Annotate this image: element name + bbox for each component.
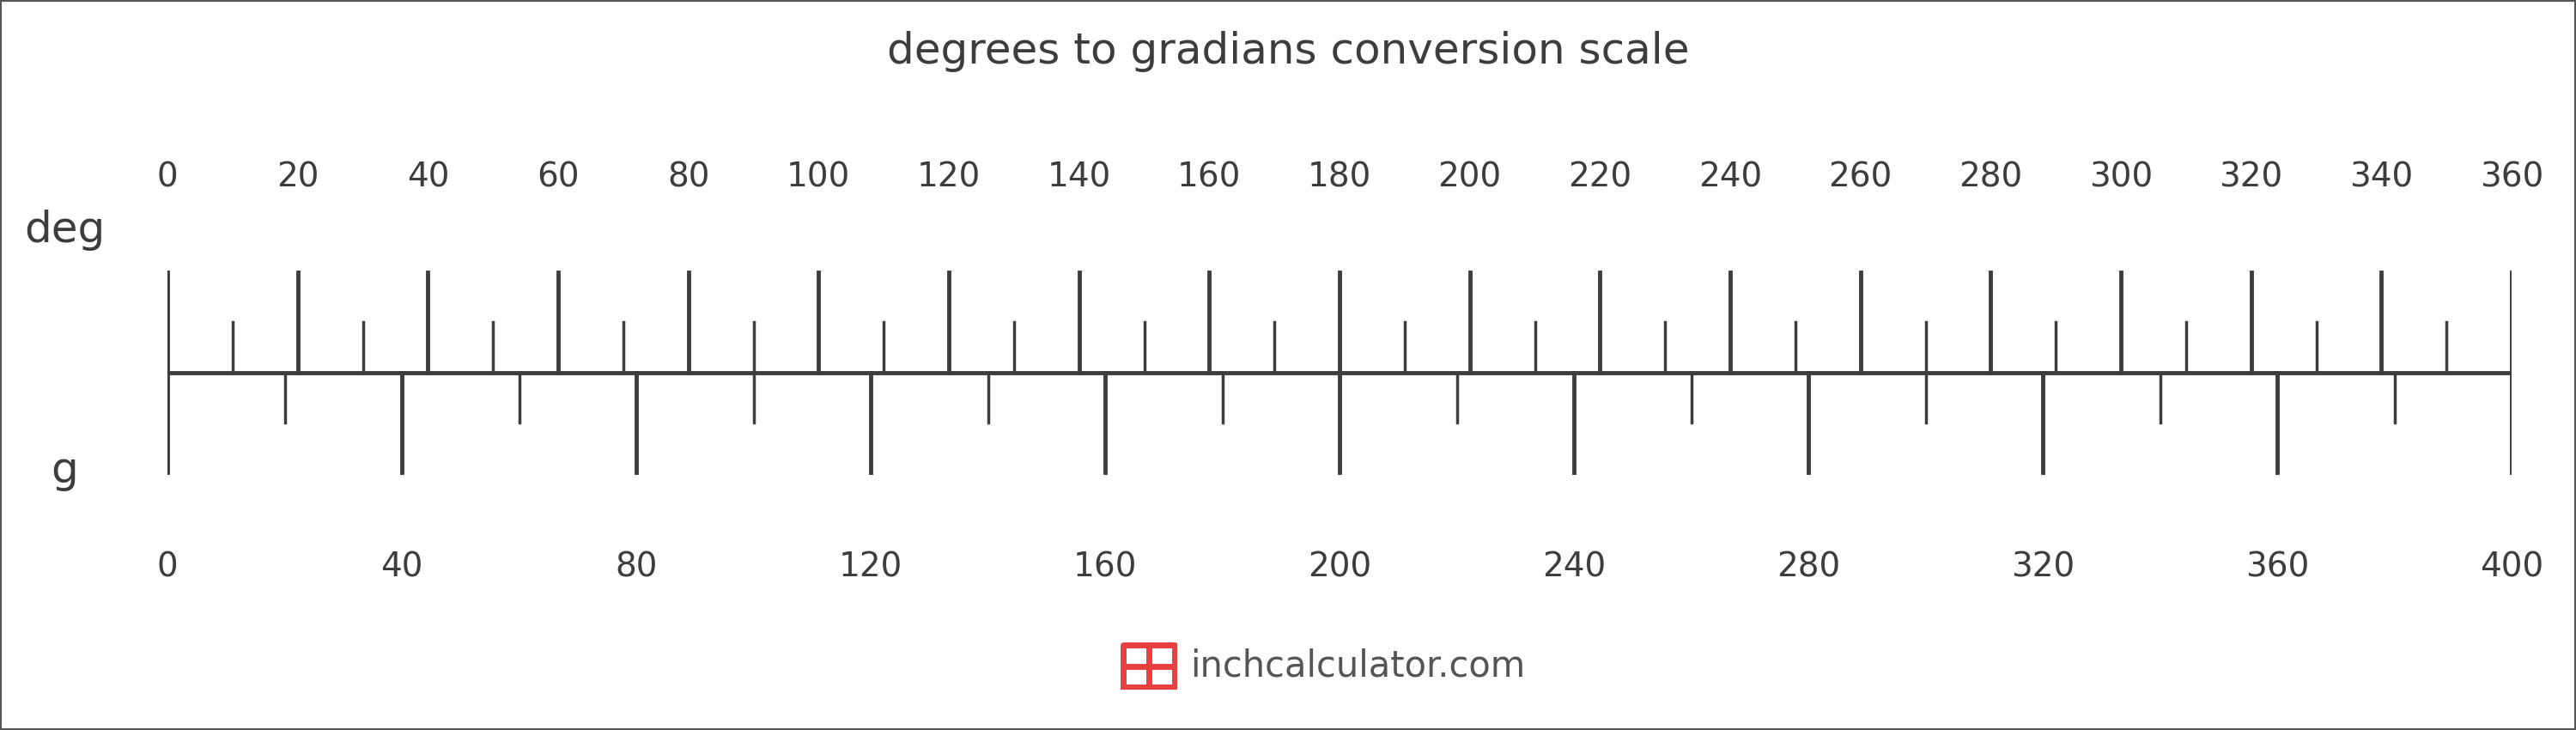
Text: g: g — [52, 450, 77, 491]
Text: 340: 340 — [2349, 161, 2414, 193]
Text: 100: 100 — [786, 161, 850, 193]
Text: 0: 0 — [157, 551, 178, 584]
Text: 320: 320 — [2012, 551, 2074, 584]
Text: 200: 200 — [1437, 161, 1502, 193]
Text: 300: 300 — [2089, 161, 2154, 193]
Text: degrees to gradians conversion scale: degrees to gradians conversion scale — [886, 31, 1690, 72]
Text: 180: 180 — [1309, 161, 1370, 193]
Text: 240: 240 — [1698, 161, 1762, 193]
Text: 360: 360 — [2246, 551, 2308, 584]
Text: 160: 160 — [1177, 161, 1242, 193]
Text: 40: 40 — [407, 161, 448, 193]
Text: 40: 40 — [381, 551, 422, 584]
Text: 20: 20 — [276, 161, 319, 193]
Text: 360: 360 — [2481, 161, 2543, 193]
Text: 160: 160 — [1074, 551, 1136, 584]
Text: deg: deg — [23, 210, 106, 250]
Text: 280: 280 — [1958, 161, 2022, 193]
Text: 400: 400 — [2481, 551, 2543, 584]
Text: 260: 260 — [1829, 161, 1893, 193]
Text: 120: 120 — [840, 551, 902, 584]
Text: 120: 120 — [917, 161, 981, 193]
Text: 80: 80 — [667, 161, 708, 193]
Text: 220: 220 — [1569, 161, 1631, 193]
Text: 200: 200 — [1309, 551, 1370, 584]
Text: 80: 80 — [616, 551, 657, 584]
Text: 240: 240 — [1543, 551, 1605, 584]
Text: 0: 0 — [157, 161, 178, 193]
Text: 280: 280 — [1777, 551, 1839, 584]
Text: 140: 140 — [1046, 161, 1110, 193]
Text: 320: 320 — [2221, 161, 2282, 193]
Text: inchcalculator.com: inchcalculator.com — [1190, 648, 1525, 684]
Text: 60: 60 — [536, 161, 580, 193]
